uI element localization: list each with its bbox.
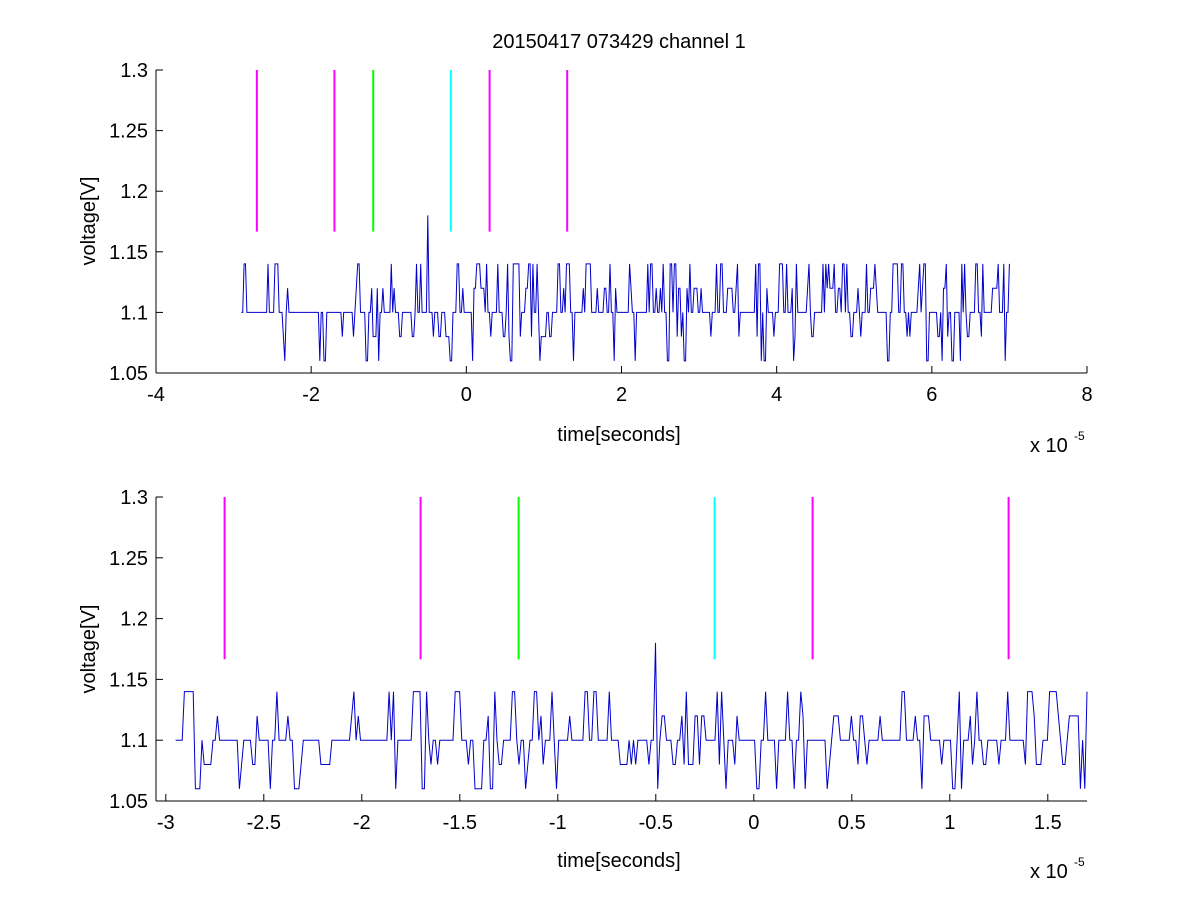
x-tick-label: -2.5 [247, 812, 281, 834]
x-tick-label: -1 [549, 812, 567, 834]
x-tick-label: 6 [926, 384, 937, 406]
x-tick-label: 2 [616, 384, 627, 406]
x-tick-label: -2 [302, 384, 320, 406]
bottom-x-axis-label: time[seconds] [557, 850, 680, 872]
y-tick-label: 1.2 [120, 181, 148, 203]
y-tick-label: 1.1 [120, 730, 148, 752]
bottom-x-exponent-label: x 10 [1030, 861, 1068, 883]
x-tick-label: -1.5 [443, 812, 477, 834]
y-tick-label: 1.05 [109, 791, 148, 813]
x-tick-label: -4 [147, 384, 165, 406]
y-tick-label: 1.3 [120, 60, 148, 82]
x-tick-label: 4 [771, 384, 782, 406]
x-tick-label: 1 [944, 812, 955, 834]
bottom-signal-trace [175, 642, 1088, 790]
y-tick-label: 1.1 [120, 302, 148, 324]
y-tick-label: 1.25 [109, 121, 148, 143]
bottom-y-axis-label: voltage[V] [78, 605, 100, 694]
top-event-markers [255, 70, 569, 232]
bottom-y-ticks: 1.05 1.1 1.15 1.2 1.25 1.3 [109, 487, 163, 813]
top-x-axis-label: time[seconds] [557, 424, 680, 446]
bottom-x-ticks: -3 -2.5 -2 -1.5 -1 -0.5 0 0.5 1 1.5 [157, 794, 1062, 834]
bottom-x-exponent: -5 [1074, 855, 1085, 869]
y-tick-label: 1.25 [109, 548, 148, 570]
y-tick-label: 1.3 [120, 487, 148, 509]
top-y-axis-label: voltage[V] [78, 177, 100, 266]
x-tick-label: 0.5 [838, 812, 866, 834]
x-tick-label: 0 [748, 812, 759, 834]
x-tick-label: -3 [157, 812, 175, 834]
bottom-event-markers [223, 497, 1010, 660]
figure-title: 20150417 073429 channel 1 [492, 31, 746, 53]
x-tick-label: -0.5 [639, 812, 673, 834]
y-tick-label: 1.2 [120, 609, 148, 631]
bottom-subplot: -3 -2.5 -2 -1.5 -1 -0.5 0 0.5 1 1.5 1.051.11.151.… [78, 487, 1088, 883]
x-tick-label: 0 [461, 384, 472, 406]
top-y-ticks: 1.05 1.1 1.15 1.2 1.25 1.3 [109, 60, 163, 385]
bottom-axes [155, 497, 1087, 802]
top-x-exponent-label: x 10 [1030, 435, 1068, 457]
y-tick-label: 1.15 [109, 669, 148, 691]
top-x-ticks: -4 -2 0 2 4 6 8 [147, 366, 1093, 406]
voltage-series-line [241, 215, 1010, 362]
top-subplot: -4 -2 0 2 4 6 8 1.05 1.1 1.15 1.2 1.25 1.3 time[sec… [78, 60, 1093, 457]
x-tick-label: 1.5 [1034, 812, 1062, 834]
top-x-exponent: -5 [1074, 429, 1085, 443]
y-tick-label: 1.15 [109, 242, 148, 264]
x-tick-label: 8 [1081, 384, 1092, 406]
y-tick-label: 1.05 [109, 363, 148, 385]
top-signal-trace [241, 215, 1010, 362]
x-tick-label: -2 [353, 812, 371, 834]
voltage-series-line [175, 642, 1088, 790]
